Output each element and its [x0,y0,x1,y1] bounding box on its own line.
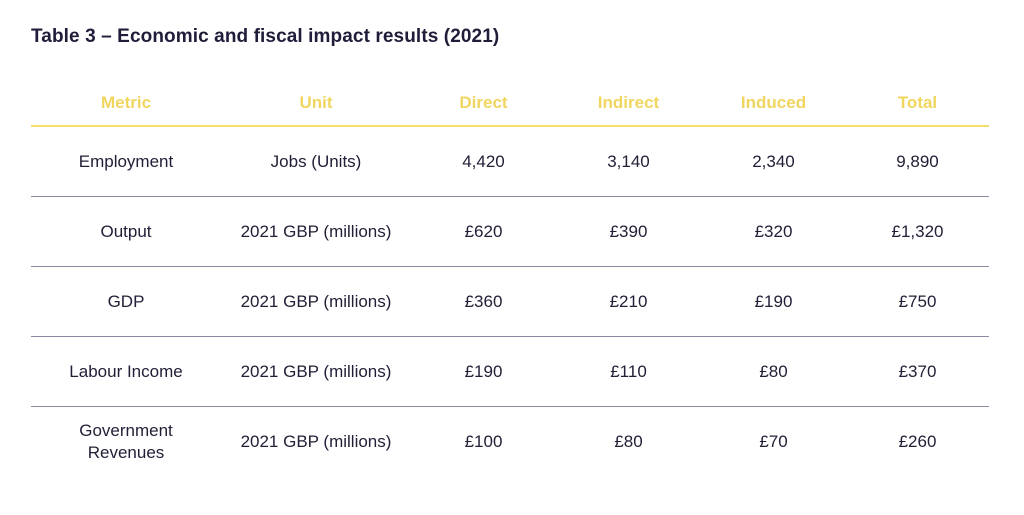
table-row: Government Revenues 2021 GBP (millions) … [31,407,989,476]
cell-induced: £190 [754,291,793,311]
cell-direct: £360 [464,291,503,311]
impact-results-table: Metric Unit Direct Indirect Induced Tota… [31,80,989,476]
header-unit: Unit [299,92,333,112]
cell-unit: 2021 GBP (millions) [240,361,392,381]
cell-direct: 4,420 [462,151,505,171]
table-header-row: Metric Unit Direct Indirect Induced Tota… [31,80,989,127]
header-total: Total [897,92,938,112]
header-direct: Direct [459,92,508,112]
cell-induced: £320 [754,221,793,241]
table-title: Table 3 – Economic and fiscal impact res… [31,26,500,47]
cell-indirect: £80 [614,431,643,451]
cell-total: 9,890 [896,151,939,171]
cell-direct: £190 [464,361,503,381]
cell-metric: GDP [107,291,145,311]
cell-metric: Employment [78,151,174,171]
cell-total: £370 [898,361,937,381]
cell-total: £260 [898,431,937,451]
table-row: Employment Jobs (Units) 4,420 3,140 2,34… [31,127,989,197]
cell-total: £1,320 [891,221,944,241]
table-row: GDP 2021 GBP (millions) £360 £210 £190 £… [31,267,989,337]
cell-direct: £620 [464,221,503,241]
cell-total: £750 [898,291,937,311]
cell-metric: Labour Income [69,361,183,381]
cell-indirect: 3,140 [607,151,650,171]
cell-unit: Jobs (Units) [270,151,362,171]
cell-unit: 2021 GBP (millions) [240,221,392,241]
cell-indirect: £390 [609,221,648,241]
table-row: Output 2021 GBP (millions) £620 £390 £32… [31,197,989,267]
cell-unit: 2021 GBP (millions) [240,431,392,451]
cell-unit: 2021 GBP (millions) [240,291,392,311]
cell-induced: £70 [759,431,788,451]
header-metric: Metric [100,92,152,112]
cell-indirect: £110 [610,361,647,381]
cell-induced: £80 [759,361,788,381]
cell-metric: Government Revenues [79,420,173,462]
cell-direct: £100 [464,431,503,451]
header-induced: Induced [740,92,807,112]
table-row: Labour Income 2021 GBP (millions) £190 £… [31,337,989,407]
cell-metric: Output [100,221,152,241]
header-indirect: Indirect [597,92,660,112]
cell-induced: 2,340 [752,151,795,171]
cell-indirect: £210 [609,291,648,311]
